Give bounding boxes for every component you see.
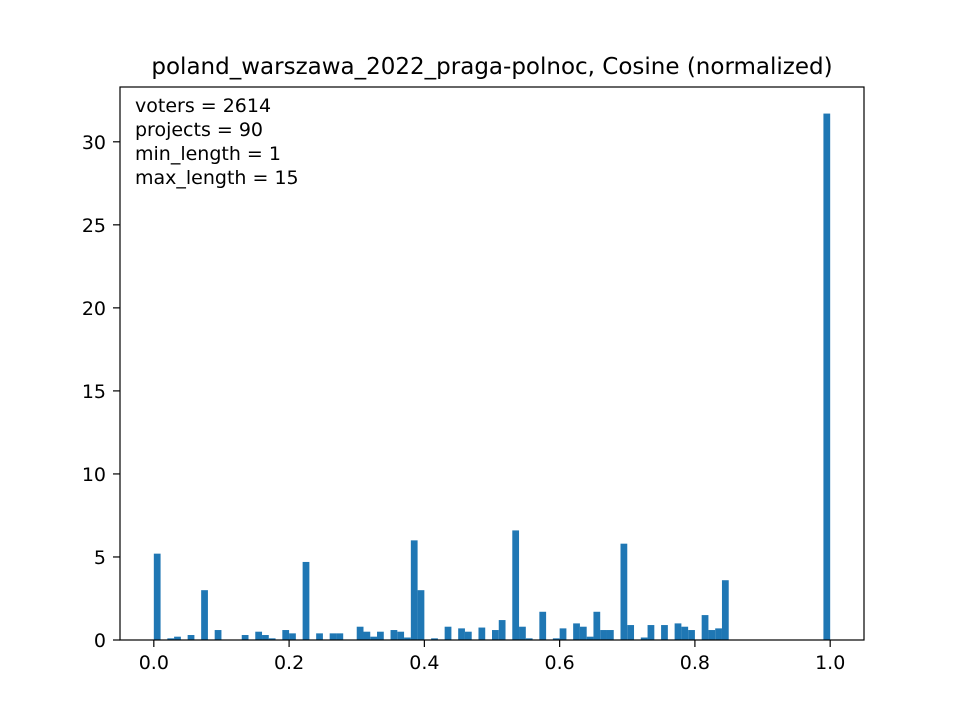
histogram-bar [153,553,161,640]
histogram-bar [715,628,722,640]
x-tick-label: 1.0 [815,652,845,674]
histogram-bar [268,638,276,640]
bars-layer [153,113,831,640]
y-axis: 0 5 10 15 20 25 30 [82,132,120,652]
histogram-bar [640,637,648,640]
x-tick-label: 0.6 [545,652,575,674]
x-tick-label: 0.2 [274,652,304,674]
plot-frame [119,86,865,641]
y-tick-label: 10 [82,464,106,486]
histogram-bar [492,630,499,640]
histogram-bar [586,636,594,640]
histogram-bar [512,530,520,640]
annotation-line: voters = 2614 [135,95,271,117]
histogram-bar [552,638,560,640]
histogram-bar [282,630,290,640]
histogram-bar [681,626,689,640]
histogram-bar [606,630,614,640]
histogram-bar [201,590,208,640]
annotation-line: projects = 90 [135,119,263,141]
histogram-bar [688,630,695,640]
histogram-bar [464,631,472,640]
histogram-bar [525,638,533,640]
histogram-bar [458,628,465,640]
histogram-bar [329,633,337,640]
x-axis: 0.0 0.2 0.4 0.6 0.8 1.0 [139,640,845,674]
y-tick-label: 30 [82,132,106,154]
histogram-bar [255,631,263,640]
annotation-line: max_length = 15 [135,167,299,189]
histogram-bar [600,630,607,640]
y-tick-label: 20 [82,298,106,320]
histogram-bar [708,630,716,640]
histogram-bar [627,625,635,640]
histogram-bar [410,540,418,640]
histogram-bar [593,611,601,640]
histogram-bar [289,633,296,640]
histogram-bar [431,638,438,640]
histogram-bar [498,620,506,640]
histogram-bar [187,635,195,640]
y-tick-label: 0 [94,630,106,652]
histogram-bar [241,635,249,640]
histogram-bar [302,561,310,640]
histogram-bar [417,590,425,640]
y-tick-label: 5 [94,547,106,569]
chart-title: poland_warszawa_2022_praga-polnoc, Cosin… [151,54,832,80]
histogram-bar [539,611,547,640]
histogram-bar [620,543,628,640]
annotation-line: min_length = 1 [135,143,281,165]
histogram-bar [356,626,364,640]
histogram-bar [404,637,411,640]
histogram-bar [262,635,269,640]
histogram-bar [363,631,371,640]
histogram-bar [397,631,405,640]
histogram-bar [478,627,486,640]
histogram-bar [573,623,580,640]
y-tick-label: 25 [82,215,106,237]
histogram-bar [674,623,682,640]
histogram-bar [174,636,181,640]
x-tick-label: 0.8 [680,652,710,674]
histogram-bar [823,113,831,640]
histogram-bar [559,628,567,640]
histogram-bar [444,626,452,640]
histogram-bar [377,631,384,640]
histogram-bar [647,625,655,640]
histogram-bar [661,625,668,640]
y-tick-label: 15 [82,381,106,403]
histogram-bar [701,615,709,640]
histogram-bar [167,638,175,640]
histogram-bar [336,633,344,640]
histogram-bar [721,580,729,640]
histogram-bar [214,630,222,640]
histogram-bar [316,633,323,640]
histogram-bar [390,630,398,640]
histogram-bar [579,626,587,640]
x-tick-label: 0.4 [409,652,439,674]
histogram-bar [519,626,526,640]
x-tick-label: 0.0 [139,652,169,674]
histogram-bar [370,636,378,640]
